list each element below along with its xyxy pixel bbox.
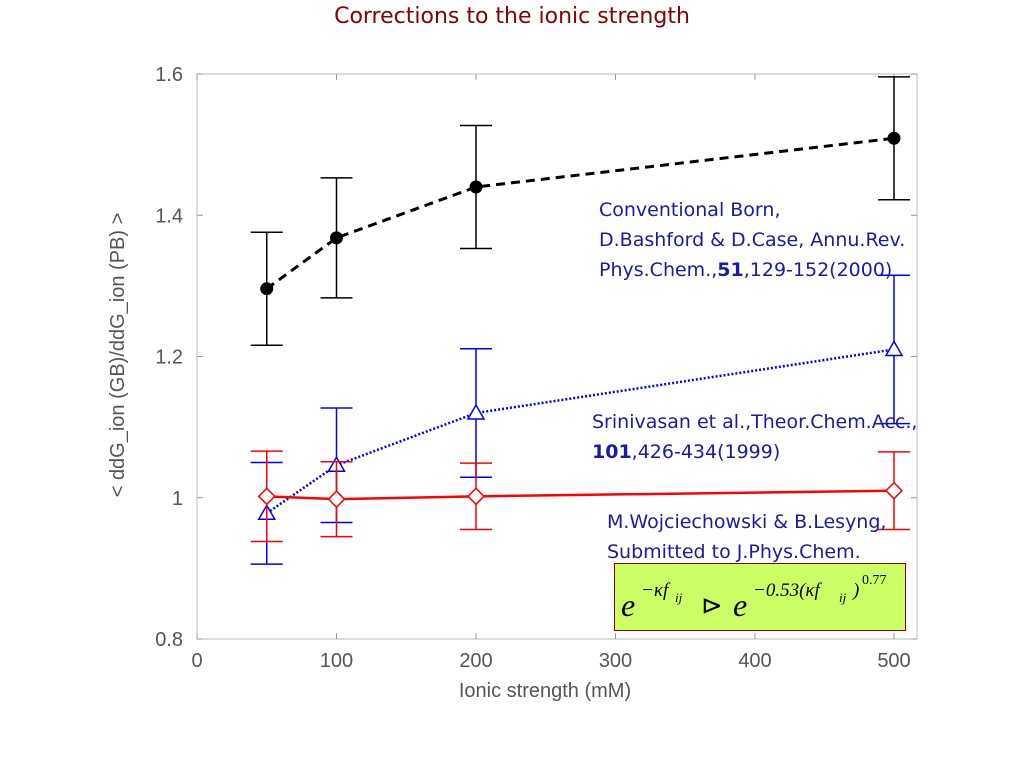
y-tick-label: 1.2	[155, 347, 183, 369]
slide-title: Corrections to the ionic strength	[334, 4, 690, 29]
annotation-conventional-born: Conventional Born, D.Bashford & D.Case, …	[599, 195, 905, 285]
formula: e −κf ij ⊳ e −0.53(κf ij ) 0.77	[621, 573, 887, 623]
series-line	[266, 489, 895, 501]
formula-box: e −κf ij ⊳ e −0.53(κf ij ) 0.77	[614, 563, 906, 631]
volume-number: 51	[717, 259, 744, 281]
annotation-wojciechowski: M.Wojciechowski & B.Lesyng, Submitted to…	[607, 507, 886, 567]
formula-e: e	[621, 587, 635, 623]
annotation-text: Phys.Chem.,	[599, 259, 718, 281]
annotation-srinivasan: Srinivasan et al.,Theor.Chem.Acc., 101,4…	[592, 407, 917, 467]
data-point	[260, 282, 274, 296]
annotation-line: Srinivasan et al.,Theor.Chem.Acc.,	[592, 411, 918, 433]
y-tick-label: 1	[172, 488, 183, 510]
annotation-line: Submitted to J.Phys.Chem.	[607, 541, 861, 563]
y-axis-label: < ddG_ion (GB)/ddG_ion (PB) >	[107, 213, 129, 498]
formula-power: 0.77	[862, 573, 887, 588]
formula-subscript: ij	[675, 590, 683, 605]
x-axis-ticks: 0 100 200 300 400 500	[191, 74, 911, 672]
data-point	[884, 481, 904, 500]
formula-arrow: ⊳	[701, 591, 723, 620]
x-tick-label: 0	[191, 650, 202, 672]
x-tick-label: 200	[459, 650, 492, 672]
x-tick-label: 400	[738, 650, 771, 672]
x-tick-label: 300	[599, 650, 632, 672]
series-diamond-open	[250, 450, 910, 543]
x-tick-label: 500	[877, 650, 910, 672]
formula-e: e	[733, 587, 747, 623]
x-tick-label: 100	[320, 650, 353, 672]
data-point	[466, 403, 486, 420]
y-axis-ticks: 0.8 1 1.2 1.4 1.6	[155, 64, 917, 651]
series-line	[266, 348, 895, 515]
data-point	[466, 487, 486, 506]
formula-exponent: −κf	[641, 580, 671, 601]
series-circle-filled	[250, 76, 910, 346]
y-tick-label: 1.6	[155, 64, 183, 86]
annotation-text: ,426-434(1999)	[631, 441, 781, 463]
x-axis-label: Ionic strength (mM)	[459, 680, 631, 702]
series-layer	[250, 76, 910, 565]
data-point	[257, 487, 276, 506]
annotation-line: Phys.Chem.,51,129-152(2000)	[599, 255, 905, 285]
formula-subscript: ij	[839, 590, 847, 605]
y-tick-label: 0.8	[155, 629, 183, 651]
y-tick-label: 1.4	[155, 205, 183, 227]
formula-exponent: −0.53(κf	[753, 580, 823, 601]
annotation-line: 101,426-434(1999)	[592, 437, 917, 467]
annotation-line: Conventional Born,	[599, 199, 781, 221]
formula-paren: )	[852, 580, 859, 601]
volume-number: 101	[592, 441, 632, 463]
data-point	[469, 180, 483, 194]
annotation-line: M.Wojciechowski & B.Lesyng,	[607, 511, 887, 533]
data-point	[330, 231, 343, 245]
data-point	[327, 490, 346, 509]
data-point	[887, 131, 901, 145]
data-point	[884, 339, 904, 357]
annotation-text: ,129-152(2000)	[743, 259, 893, 281]
annotation-line: D.Bashford & D.Case, Annu.Rev.	[599, 229, 906, 251]
